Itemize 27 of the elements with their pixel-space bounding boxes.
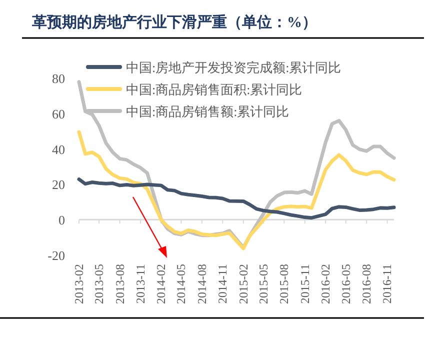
x-tick-label: 2013-05 <box>92 264 106 304</box>
y-tick-label: -20 <box>48 248 65 263</box>
x-tick-label: 2015-08 <box>277 264 292 304</box>
y-tick-label: 40 <box>52 142 65 157</box>
x-tick-label: 2016-02 <box>318 264 333 304</box>
x-tick-label: 2015-05 <box>256 264 270 304</box>
x-tick-label: 2016-05 <box>338 264 353 304</box>
legend-label: 中国:商品房销售面积:累计同比 <box>126 82 302 97</box>
x-tick-label: 2013-11 <box>133 264 148 304</box>
x-tick-label: 2014-02 <box>154 264 168 304</box>
x-tick-label: 2014-08 <box>194 264 209 304</box>
y-tick-label: 80 <box>52 71 65 86</box>
y-tick-label: 0 <box>58 212 65 228</box>
legend-label: 中国:商品房销售额:累计同比 <box>126 104 290 119</box>
y-tick-label: 20 <box>52 177 65 192</box>
x-tick-label: 2014-11 <box>216 264 230 304</box>
x-tick-label: 2016-11 <box>380 264 394 304</box>
x-tick-label: 2013-02 <box>72 264 86 304</box>
line-series <box>77 130 396 250</box>
legend-label: 中国:房地产开发投资完成额:累计同比 <box>126 60 342 75</box>
x-tick-label: 2016-08 <box>360 264 374 304</box>
x-tick-label: 2013-08 <box>112 264 127 304</box>
title: 革预期的房地产行业下滑严重（单位：%） <box>32 15 317 31</box>
y-tick-label: 60 <box>52 106 65 122</box>
x-tick-label: 2015-02 <box>236 264 250 304</box>
x-tick-label: 2014-05 <box>174 264 188 304</box>
x-tick-label: 2015-11 <box>298 264 312 304</box>
